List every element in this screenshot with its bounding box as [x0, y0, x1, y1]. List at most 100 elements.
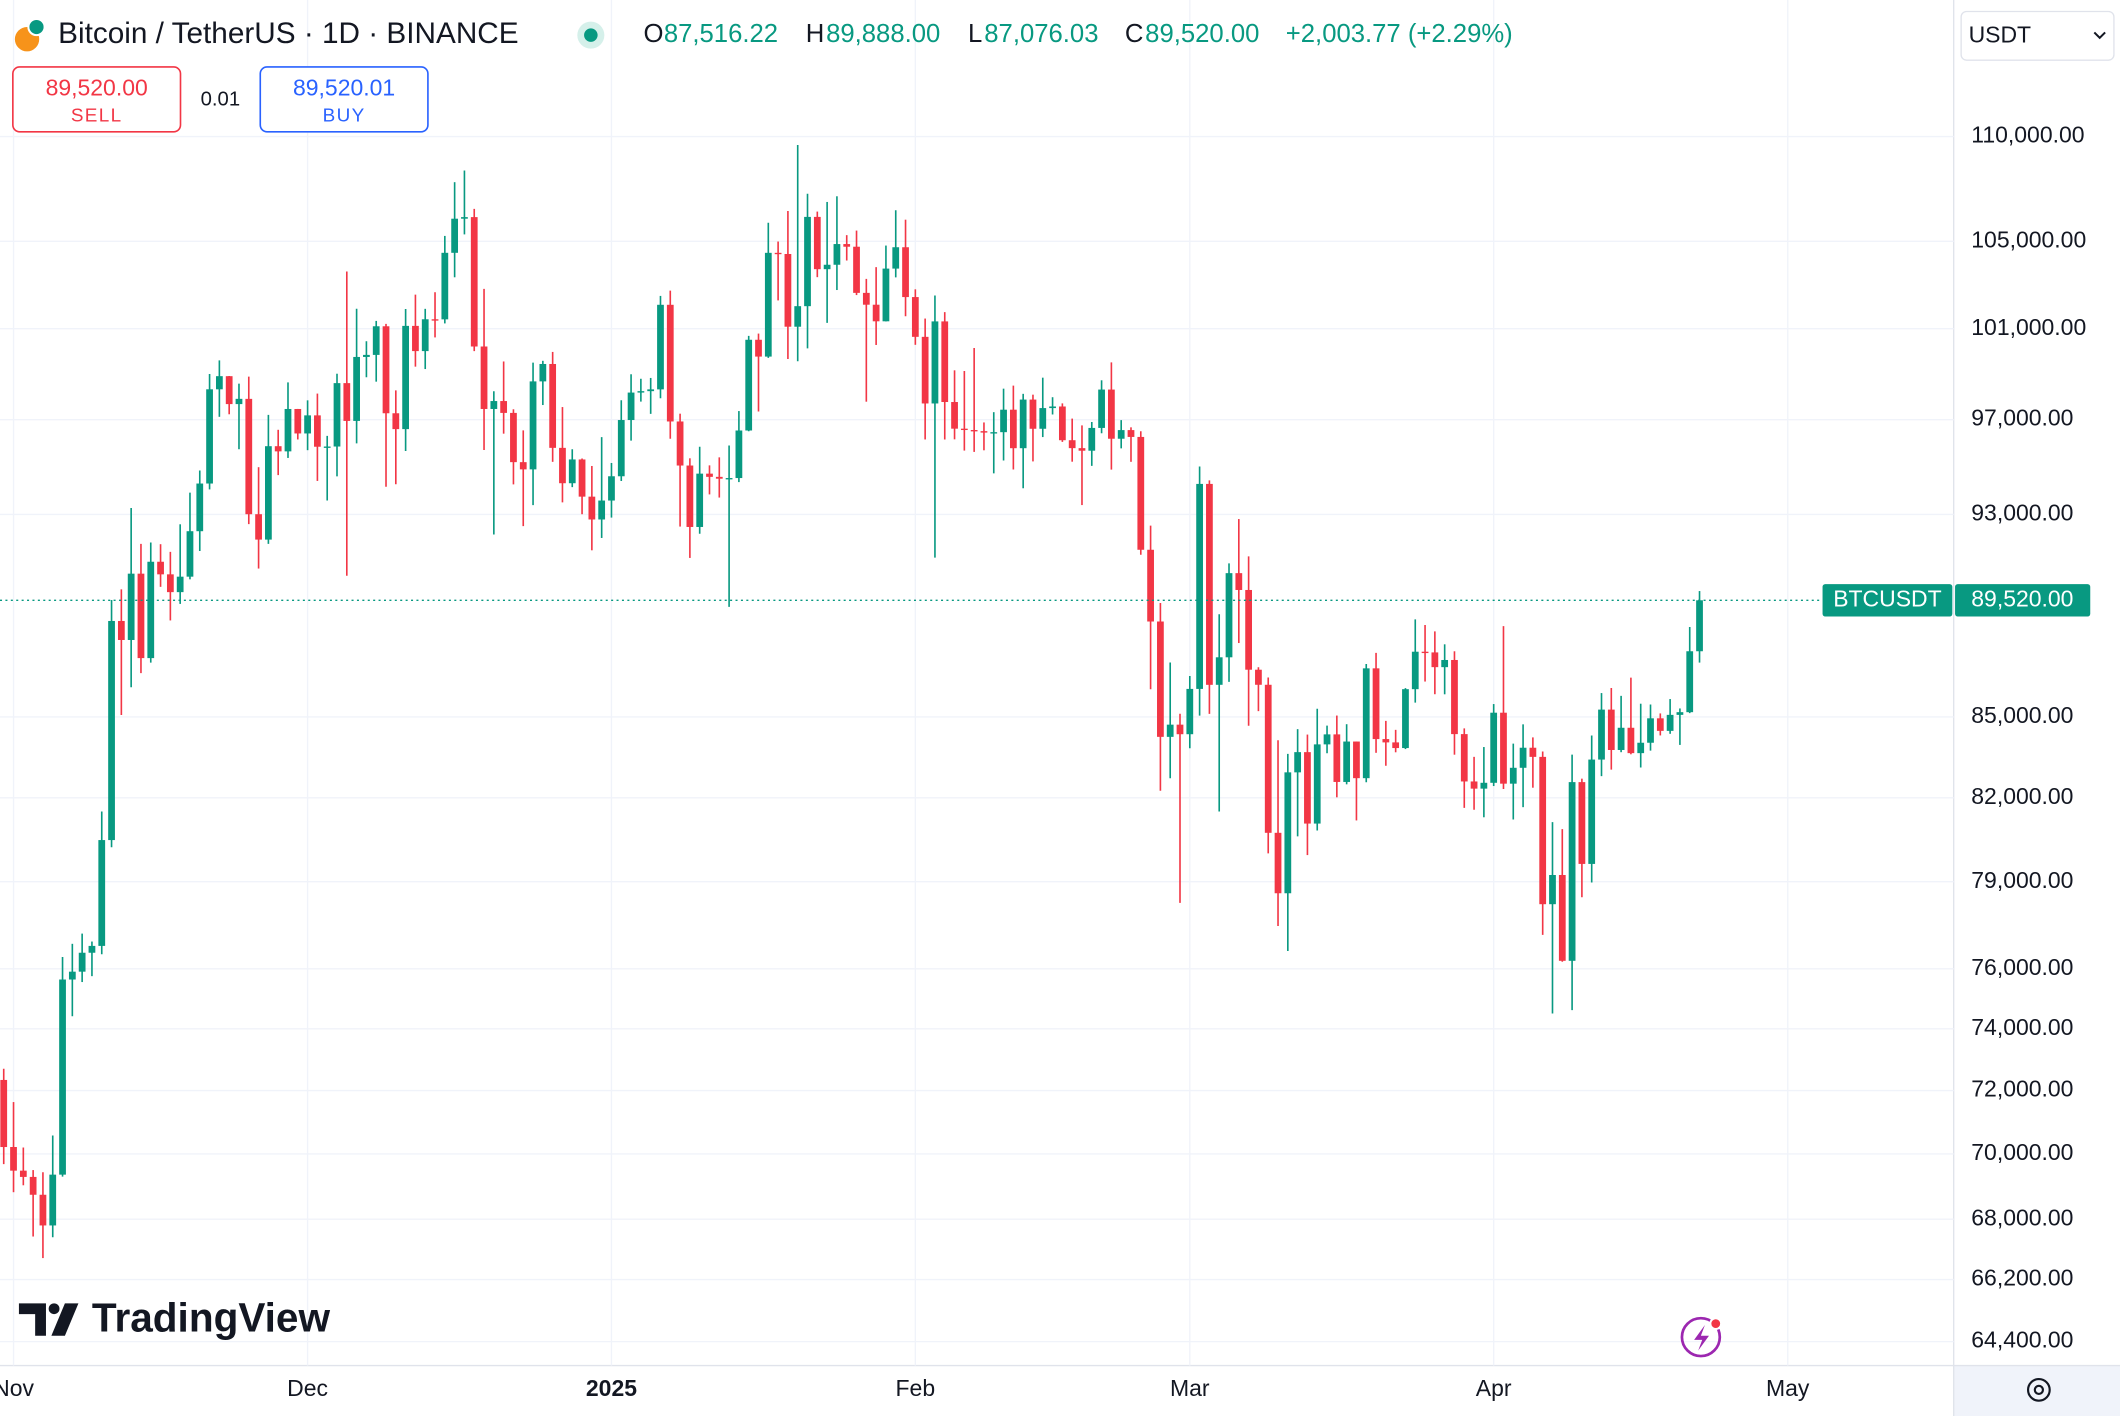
candle-body: [108, 620, 115, 841]
x-tick-label: May: [1766, 1375, 1810, 1401]
candle-body: [1451, 659, 1458, 735]
candle-body: [911, 297, 919, 337]
candle-body: [314, 415, 321, 447]
candle-body: [1088, 427, 1096, 451]
candle-body: [235, 398, 243, 405]
candle-body: [1127, 430, 1135, 437]
axis-corner: [1953, 1365, 2120, 1416]
candle-body: [686, 465, 694, 527]
candle-body: [872, 304, 880, 322]
lightning-button[interactable]: [1680, 1316, 1723, 1358]
candle-body: [1676, 712, 1684, 715]
candle-body: [1666, 714, 1674, 731]
candle-body: [1519, 747, 1527, 768]
candle-body: [813, 216, 821, 270]
x-tick-label: Apr: [1476, 1375, 1512, 1401]
candle-body: [696, 473, 704, 527]
candle-body: [1598, 709, 1605, 760]
candle-body: [1137, 436, 1145, 550]
currency-selector[interactable]: USDT: [1960, 10, 2115, 61]
candle-body: [284, 408, 292, 452]
x-tick-label: 2025: [586, 1375, 637, 1401]
candle-body: [1637, 742, 1645, 754]
candle-body: [137, 573, 145, 659]
candle-body: [735, 430, 743, 479]
candle-body: [598, 500, 606, 520]
status-dot: [584, 28, 598, 42]
gear-outer[interactable]: [2026, 1377, 2051, 1402]
candle-body: [441, 252, 449, 320]
candle-body: [980, 431, 988, 433]
candle-body: [519, 462, 527, 470]
candle-body: [1362, 668, 1370, 779]
candle-body: [274, 446, 282, 452]
candle-body: [1235, 573, 1243, 590]
candle-body: [1627, 727, 1635, 754]
candle-body: [1402, 689, 1409, 749]
settings-button[interactable]: [2026, 1377, 2051, 1402]
candle-body: [1000, 409, 1007, 433]
candle-body: [941, 321, 949, 403]
sell-box[interactable]: [12, 66, 182, 133]
y-tick-label: 74,000.00: [1971, 1014, 2073, 1040]
sell-label[interactable]: SELL: [71, 105, 123, 126]
candle-body: [774, 252, 782, 255]
chevron[interactable]: [2093, 31, 2106, 40]
candle-body: [1274, 832, 1282, 894]
change: +2,003.77 (+2.29%): [1286, 20, 1513, 48]
candle-body: [1441, 659, 1449, 668]
candle-body: [1539, 756, 1547, 905]
sell-price[interactable]: 89,520.00: [46, 74, 148, 100]
sell-button[interactable]: 89,520.00 SELL: [12, 66, 182, 133]
candle-body: [725, 478, 733, 480]
candle-body: [617, 420, 625, 477]
grid: [0, 0, 1954, 1366]
candle-body: [431, 319, 439, 321]
currency-label[interactable]: USDT: [1969, 22, 2032, 48]
candle-body: [1323, 734, 1331, 745]
candle-body: [1264, 684, 1272, 833]
candle-body: [1656, 718, 1664, 731]
candle-body: [157, 561, 164, 575]
candle-body: [1157, 621, 1164, 737]
candle-body: [539, 363, 547, 382]
y-tick-label: 66,200.00: [1971, 1265, 2073, 1291]
y-tick-label: 97,000.00: [1971, 405, 2073, 431]
y-tick-label: 70,000.00: [1971, 1139, 2073, 1165]
candle-body: [1049, 406, 1056, 409]
candle-body: [304, 415, 311, 434]
candle-body: [1333, 734, 1341, 782]
candle-body: [78, 952, 86, 972]
x-tick-label: Dec: [287, 1375, 328, 1401]
candle-body: [647, 389, 655, 392]
candle-body: [265, 446, 272, 540]
lightning-bolt[interactable]: [1694, 1324, 1709, 1351]
candle-body: [1647, 718, 1654, 743]
candle-body: [10, 1147, 17, 1171]
lightning-ring[interactable]: [1680, 1316, 1722, 1358]
candle-body: [343, 383, 351, 421]
candle-body: [529, 381, 537, 470]
buy-box[interactable]: [259, 66, 429, 133]
header: Bitcoin / TetherUS · 1D · BINANCE O 87,5…: [14, 17, 1513, 52]
buy-button[interactable]: 89,520.01 BUY: [259, 66, 429, 133]
candle-body: [1460, 734, 1468, 782]
buy-label[interactable]: BUY: [323, 105, 366, 126]
candle-body: [588, 496, 596, 520]
buy-price[interactable]: 89,520.01: [293, 74, 395, 100]
candle-body: [294, 408, 302, 434]
candle-body: [578, 459, 586, 497]
candle-body: [1549, 874, 1556, 905]
gear-inner[interactable]: [2033, 1384, 2045, 1395]
candle-body: [1686, 651, 1694, 713]
candle-body: [1078, 448, 1086, 451]
candle-body: [764, 252, 772, 357]
candle-body: [421, 319, 429, 352]
candle-body: [608, 476, 615, 501]
currency-box[interactable]: [1960, 10, 2115, 61]
candle-body: [39, 1194, 47, 1226]
symbol-title: Bitcoin / TetherUS · 1D · BINANCE: [58, 17, 518, 50]
candle-body: [166, 574, 174, 593]
notify-dot[interactable]: [1709, 1317, 1723, 1331]
